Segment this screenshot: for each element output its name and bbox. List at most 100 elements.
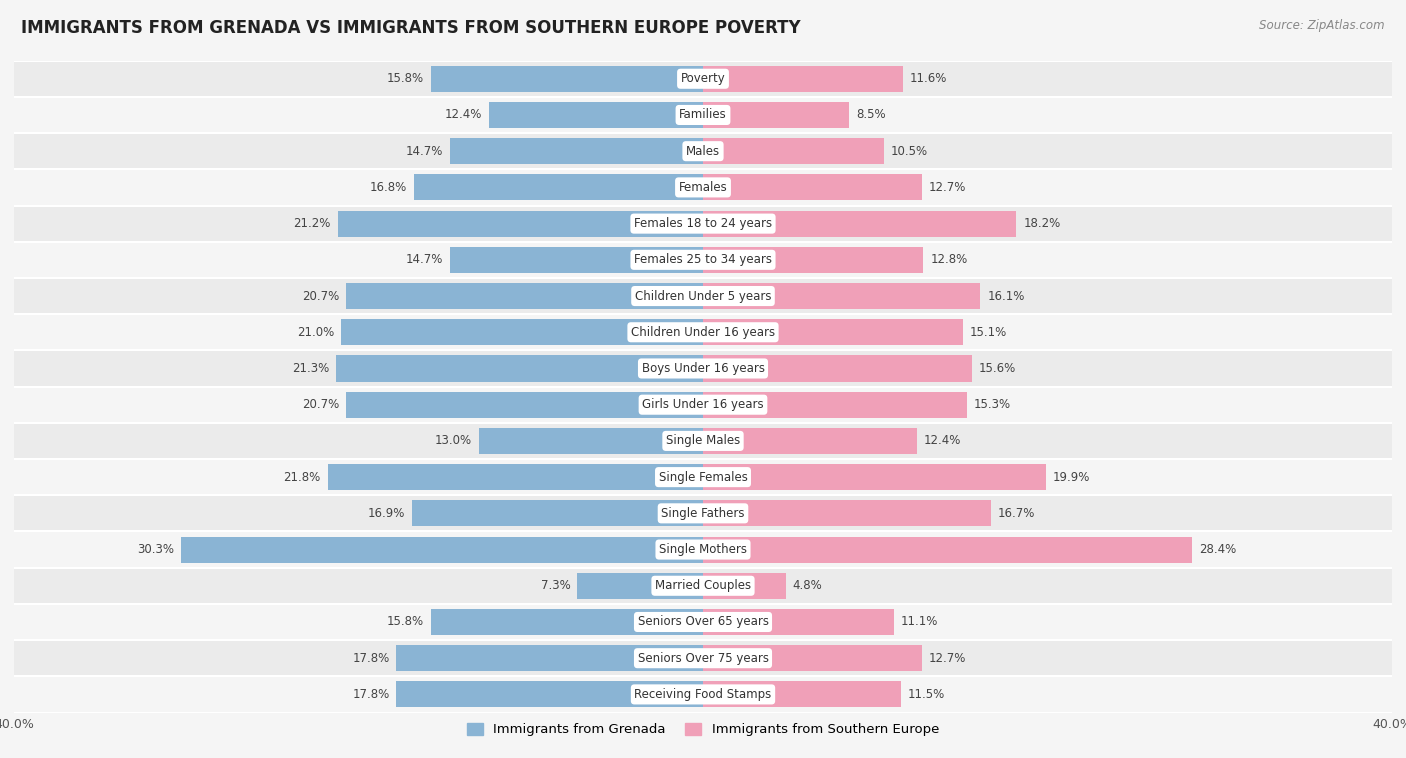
- Text: 4.8%: 4.8%: [793, 579, 823, 592]
- Bar: [14, 640, 1392, 676]
- Text: 21.8%: 21.8%: [284, 471, 321, 484]
- Bar: [430, 609, 703, 635]
- Bar: [14, 314, 1392, 350]
- Text: 16.1%: 16.1%: [987, 290, 1025, 302]
- Text: 16.9%: 16.9%: [367, 507, 405, 520]
- Bar: [14, 205, 1392, 242]
- Text: 14.7%: 14.7%: [405, 145, 443, 158]
- Text: Girls Under 16 years: Girls Under 16 years: [643, 398, 763, 411]
- Bar: [703, 319, 963, 346]
- Bar: [703, 645, 922, 672]
- Text: 12.7%: 12.7%: [928, 652, 966, 665]
- Text: Children Under 16 years: Children Under 16 years: [631, 326, 775, 339]
- Bar: [14, 423, 1392, 459]
- Text: 28.4%: 28.4%: [1199, 543, 1236, 556]
- Bar: [703, 537, 1192, 562]
- Text: Females 18 to 24 years: Females 18 to 24 years: [634, 217, 772, 230]
- Bar: [703, 174, 922, 200]
- Bar: [396, 681, 703, 707]
- Text: 21.2%: 21.2%: [294, 217, 330, 230]
- Text: IMMIGRANTS FROM GRENADA VS IMMIGRANTS FROM SOUTHERN EUROPE POVERTY: IMMIGRANTS FROM GRENADA VS IMMIGRANTS FR…: [21, 19, 800, 37]
- Text: 11.6%: 11.6%: [910, 72, 948, 85]
- Bar: [14, 278, 1392, 314]
- Text: 20.7%: 20.7%: [302, 398, 340, 411]
- Bar: [703, 681, 901, 707]
- Text: Seniors Over 75 years: Seniors Over 75 years: [637, 652, 769, 665]
- Bar: [703, 356, 972, 381]
- Bar: [14, 350, 1392, 387]
- Text: 12.7%: 12.7%: [928, 181, 966, 194]
- Bar: [346, 283, 703, 309]
- Bar: [14, 604, 1392, 640]
- Bar: [14, 459, 1392, 495]
- Bar: [703, 66, 903, 92]
- Bar: [396, 645, 703, 672]
- Text: Single Females: Single Females: [658, 471, 748, 484]
- Bar: [14, 133, 1392, 169]
- Text: 12.4%: 12.4%: [446, 108, 482, 121]
- Text: Single Fathers: Single Fathers: [661, 507, 745, 520]
- Text: 15.3%: 15.3%: [973, 398, 1011, 411]
- Text: 15.6%: 15.6%: [979, 362, 1015, 375]
- Bar: [413, 174, 703, 200]
- Bar: [450, 138, 703, 164]
- Text: 15.8%: 15.8%: [387, 72, 425, 85]
- Text: 21.3%: 21.3%: [292, 362, 329, 375]
- Text: Males: Males: [686, 145, 720, 158]
- Bar: [489, 102, 703, 128]
- Text: 16.8%: 16.8%: [370, 181, 406, 194]
- Text: Receiving Food Stamps: Receiving Food Stamps: [634, 688, 772, 701]
- Bar: [14, 387, 1392, 423]
- Bar: [703, 609, 894, 635]
- Bar: [181, 537, 703, 562]
- Text: 13.0%: 13.0%: [434, 434, 472, 447]
- Text: Married Couples: Married Couples: [655, 579, 751, 592]
- Bar: [703, 102, 849, 128]
- Bar: [346, 392, 703, 418]
- Text: 18.2%: 18.2%: [1024, 217, 1060, 230]
- Bar: [703, 392, 966, 418]
- Text: 30.3%: 30.3%: [138, 543, 174, 556]
- Text: 17.8%: 17.8%: [353, 652, 389, 665]
- Text: 11.5%: 11.5%: [908, 688, 945, 701]
- Text: 16.7%: 16.7%: [997, 507, 1035, 520]
- Text: Seniors Over 65 years: Seniors Over 65 years: [637, 615, 769, 628]
- Bar: [14, 676, 1392, 713]
- Bar: [342, 319, 703, 346]
- Bar: [578, 573, 703, 599]
- Bar: [14, 495, 1392, 531]
- Bar: [430, 66, 703, 92]
- Text: 15.8%: 15.8%: [387, 615, 425, 628]
- Bar: [703, 283, 980, 309]
- Bar: [14, 242, 1392, 278]
- Bar: [337, 211, 703, 236]
- Bar: [703, 138, 884, 164]
- Text: Females: Females: [679, 181, 727, 194]
- Text: 14.7%: 14.7%: [405, 253, 443, 266]
- Text: 12.8%: 12.8%: [931, 253, 967, 266]
- Text: Families: Families: [679, 108, 727, 121]
- Bar: [703, 211, 1017, 236]
- Text: 17.8%: 17.8%: [353, 688, 389, 701]
- Bar: [703, 464, 1046, 490]
- Text: Single Mothers: Single Mothers: [659, 543, 747, 556]
- Text: Single Males: Single Males: [666, 434, 740, 447]
- Text: 11.1%: 11.1%: [901, 615, 938, 628]
- Bar: [412, 500, 703, 526]
- Bar: [703, 500, 991, 526]
- Bar: [703, 573, 786, 599]
- Bar: [450, 247, 703, 273]
- Text: Poverty: Poverty: [681, 72, 725, 85]
- Bar: [336, 356, 703, 381]
- Text: Children Under 5 years: Children Under 5 years: [634, 290, 772, 302]
- Text: 10.5%: 10.5%: [891, 145, 928, 158]
- Bar: [14, 169, 1392, 205]
- Bar: [14, 61, 1392, 97]
- Text: 20.7%: 20.7%: [302, 290, 340, 302]
- Bar: [14, 568, 1392, 604]
- Bar: [14, 97, 1392, 133]
- Legend: Immigrants from Grenada, Immigrants from Southern Europe: Immigrants from Grenada, Immigrants from…: [461, 718, 945, 742]
- Text: 15.1%: 15.1%: [970, 326, 1007, 339]
- Text: 21.0%: 21.0%: [297, 326, 335, 339]
- Bar: [479, 428, 703, 454]
